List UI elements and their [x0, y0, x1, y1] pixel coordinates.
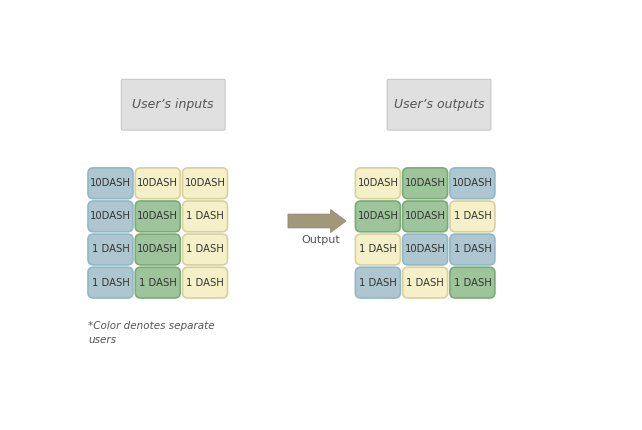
Text: 10DASH: 10DASH	[404, 245, 446, 255]
Text: User’s inputs: User’s inputs	[132, 98, 214, 111]
Text: 10DASH: 10DASH	[137, 212, 178, 221]
FancyBboxPatch shape	[88, 234, 133, 265]
Text: 1 DASH: 1 DASH	[186, 245, 224, 255]
Text: 10DASH: 10DASH	[404, 178, 446, 188]
FancyBboxPatch shape	[182, 267, 227, 298]
Text: *Color denotes separate
users: *Color denotes separate users	[88, 321, 214, 345]
Text: 1 DASH: 1 DASH	[453, 278, 491, 288]
FancyBboxPatch shape	[403, 267, 447, 298]
Text: 1 DASH: 1 DASH	[453, 245, 491, 255]
Text: Output: Output	[302, 235, 340, 245]
FancyBboxPatch shape	[450, 168, 495, 199]
FancyBboxPatch shape	[356, 168, 401, 199]
Text: 1 DASH: 1 DASH	[186, 278, 224, 288]
Text: 1 DASH: 1 DASH	[359, 278, 397, 288]
Text: 1 DASH: 1 DASH	[359, 245, 397, 255]
Text: 1 DASH: 1 DASH	[92, 278, 129, 288]
FancyBboxPatch shape	[135, 201, 180, 232]
FancyBboxPatch shape	[88, 201, 133, 232]
Text: 10DASH: 10DASH	[358, 212, 398, 221]
Text: 10DASH: 10DASH	[404, 212, 446, 221]
FancyBboxPatch shape	[121, 79, 225, 130]
Text: 10DASH: 10DASH	[90, 212, 131, 221]
FancyBboxPatch shape	[356, 234, 401, 265]
FancyBboxPatch shape	[403, 201, 447, 232]
FancyBboxPatch shape	[182, 234, 227, 265]
Text: 1 DASH: 1 DASH	[453, 212, 491, 221]
FancyBboxPatch shape	[88, 168, 133, 199]
FancyBboxPatch shape	[182, 201, 227, 232]
FancyBboxPatch shape	[387, 79, 491, 130]
FancyBboxPatch shape	[403, 234, 447, 265]
Text: 10DASH: 10DASH	[358, 178, 398, 188]
Text: 10DASH: 10DASH	[90, 178, 131, 188]
Text: 10DASH: 10DASH	[452, 178, 493, 188]
Text: 1 DASH: 1 DASH	[186, 212, 224, 221]
Text: 10DASH: 10DASH	[137, 178, 178, 188]
Text: 1 DASH: 1 DASH	[92, 245, 129, 255]
FancyBboxPatch shape	[450, 201, 495, 232]
FancyBboxPatch shape	[356, 201, 401, 232]
FancyBboxPatch shape	[88, 267, 133, 298]
FancyBboxPatch shape	[135, 234, 180, 265]
Text: User’s outputs: User’s outputs	[394, 98, 484, 111]
Text: 1 DASH: 1 DASH	[406, 278, 444, 288]
FancyBboxPatch shape	[450, 267, 495, 298]
FancyBboxPatch shape	[450, 234, 495, 265]
FancyBboxPatch shape	[135, 168, 180, 199]
Text: 10DASH: 10DASH	[185, 178, 225, 188]
Text: 1 DASH: 1 DASH	[139, 278, 177, 288]
FancyBboxPatch shape	[135, 267, 180, 298]
FancyBboxPatch shape	[356, 267, 401, 298]
FancyArrow shape	[288, 209, 346, 233]
FancyBboxPatch shape	[403, 168, 447, 199]
FancyBboxPatch shape	[182, 168, 227, 199]
Text: 10DASH: 10DASH	[137, 245, 178, 255]
